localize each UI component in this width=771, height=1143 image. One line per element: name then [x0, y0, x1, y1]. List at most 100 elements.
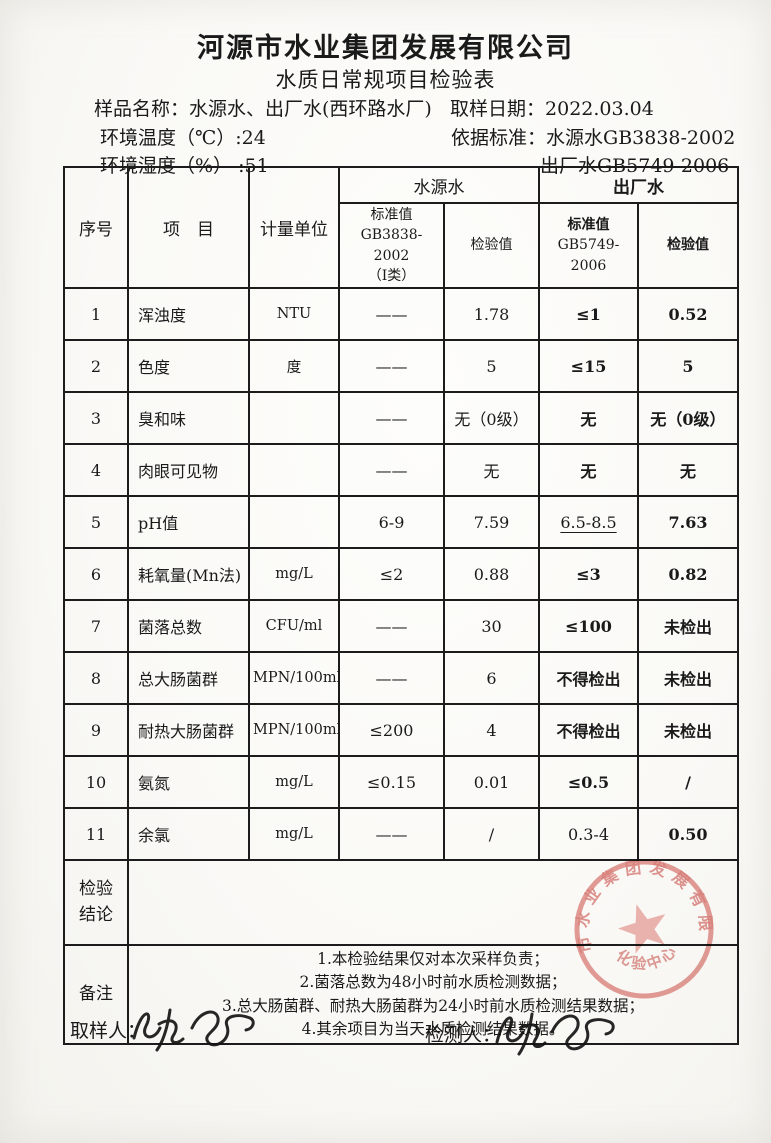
svg-text:化验中心: 化验中心: [611, 939, 683, 978]
unit: mg/L: [248, 547, 340, 602]
outlet-value: 无: [637, 443, 739, 498]
row-no: 8: [63, 651, 129, 706]
header-outlet-value: 检验值: [637, 201, 739, 290]
inspection-table: 序号 项 目 计量单位 水源水 出厂水 标准值 GB3838-2002 （Ⅰ类） 检…: [63, 165, 739, 1046]
source-standard: ≤2: [338, 547, 445, 602]
item-name: 耐热大肠菌群: [127, 703, 250, 758]
standard-source-water: 依据标准：水源水GB3838-2002: [451, 127, 736, 149]
source-value: 7.59: [443, 495, 540, 550]
env-temperature: 环境温度（℃）:24: [100, 127, 266, 149]
table-row: 8 总大肠菌群 MPN/100ml —— 6 不得检出 未检出: [63, 651, 739, 706]
source-standard: ≤0.15: [338, 755, 445, 810]
tester-signature: [495, 1012, 615, 1056]
row-no: 10: [63, 755, 129, 810]
table-row: 3 臭和味 —— 无（0级）无无（0级）: [63, 391, 739, 446]
row-no: 1: [63, 287, 129, 342]
source-value: 5: [443, 339, 540, 394]
table-row: 6 耗氧量(Mn法) mg/L ≤2 0.88 ≤3 0.82: [63, 547, 739, 602]
item-name: pH值: [127, 495, 250, 550]
outlet-value: 0.52: [637, 287, 739, 342]
row-no: 4: [63, 443, 129, 498]
source-standard: ——: [338, 807, 445, 862]
outlet-standard: 0.3-4: [538, 807, 639, 862]
source-value: 6: [443, 651, 540, 706]
unit: 度: [248, 339, 340, 394]
outlet-standard: ≤3: [538, 547, 639, 602]
source-value: 0.01: [443, 755, 540, 810]
header-source-group: 水源水: [338, 166, 540, 204]
company-seal: 河源市水业集团发展有限公司 化验中心: [564, 850, 717, 999]
header-group-row: 序号 项 目 计量单位 水源水 出厂水: [63, 165, 739, 290]
source-standard: ——: [338, 287, 445, 342]
header-unit: 计量单位: [248, 165, 340, 290]
row-no: 3: [63, 391, 129, 446]
item-name: 臭和味: [127, 391, 250, 446]
item-name: 肉眼可见物: [127, 443, 250, 498]
sampler-label: 取样人：: [70, 1020, 147, 1042]
outlet-value: /: [637, 755, 739, 810]
header-sub-row: 标准值 GB3838-2002 （Ⅰ类） 检验值 标准值 GB5749-2006 检验…: [64, 201, 739, 290]
header-outlet-standard: 标准值 GB5749-2006: [538, 201, 639, 290]
outlet-standard: 6.5-8.5: [538, 495, 639, 550]
table-row: 4 肉眼可见物 —— 无无无: [63, 443, 739, 498]
item-name: 总大肠菌群: [127, 651, 250, 706]
outlet-value: 未检出: [637, 651, 739, 706]
sampling-date: 取样日期：2022.03.04: [450, 98, 654, 120]
seal-center-text: 化验中心: [611, 939, 683, 978]
remark-line: 2.菌落总数为48小时前水质检测数据；: [299, 973, 567, 992]
header-source-value: 检验值: [443, 201, 540, 290]
table-row: 2 色度度 —— 5 ≤15 5: [63, 339, 739, 394]
outlet-value: 未检出: [637, 599, 739, 654]
unit: MPN/100ml: [248, 703, 340, 758]
outlet-value: 无（0级）: [637, 391, 739, 446]
conclusion-label: 检验 结论: [63, 859, 129, 947]
source-standard: ——: [338, 391, 445, 446]
unit: [248, 391, 340, 446]
outlet-standard: ≤1: [538, 287, 639, 342]
unit: MPN/100ml: [248, 651, 340, 706]
item-name: 耗氧量(Mn法): [127, 547, 250, 602]
remark-line: 3.总大肠菌群、耐热大肠菌群为24小时前水质检测结果数据；: [221, 996, 644, 1015]
outlet-standard: 不得检出: [538, 651, 639, 706]
outlet-standard: 不得检出: [538, 703, 639, 758]
item-name: 余氯: [127, 807, 250, 862]
source-standard: ——: [338, 651, 445, 706]
header-item: 项 目: [127, 165, 250, 290]
outlet-standard: 无: [538, 391, 639, 446]
remark-label: 备注: [63, 944, 129, 1046]
source-standard: ——: [338, 599, 445, 654]
outlet-standard: ≤15: [538, 339, 639, 394]
source-standard: ——: [338, 443, 445, 498]
meta-line-1: 样品名称：水源水、出厂水(西环路水厂) 取样日期：2022.03.04: [0, 94, 771, 120]
unit: mg/L: [248, 807, 340, 862]
source-standard: ——: [338, 339, 445, 394]
meta-line-2: 环境温度（℃）:24 依据标准：水源水GB3838-2002: [0, 123, 771, 149]
table-row: 7 菌落总数 CFU/ml —— 30 ≤100 未检出: [63, 599, 739, 654]
source-standard: ≤200: [338, 703, 445, 758]
tester-label: 检测人：: [425, 1024, 502, 1046]
sampler-signature: [132, 1008, 255, 1052]
source-value: 30: [443, 599, 540, 654]
remark-line: 1.本检验结果仅对本次采样负责；: [317, 949, 549, 968]
row-no: 6: [63, 547, 129, 602]
outlet-value: 0.82: [637, 547, 739, 602]
source-standard: 6-9: [338, 495, 445, 550]
unit: NTU: [248, 287, 340, 342]
page-title: 水质日常规项目检验表: [275, 68, 496, 92]
row-no: 7: [63, 599, 129, 654]
item-name: 色度: [127, 339, 250, 394]
table-row: 10 氨氮 mg/L ≤0.15 0.01 ≤0.5/: [63, 755, 739, 810]
table-row: 9 耐热大肠菌群 MPN/100ml ≤200 4 不得检出 未检出: [63, 703, 739, 758]
unit: mg/L: [248, 755, 340, 810]
outlet-standard: 无: [538, 443, 639, 498]
outlet-value: 5: [637, 339, 739, 394]
star-icon: [617, 904, 666, 954]
row-no: 9: [63, 703, 129, 758]
source-value: /: [443, 807, 540, 862]
row-no: 11: [63, 807, 129, 862]
header-source-standard: 标准值 GB3838-2002 （Ⅰ类）: [338, 201, 445, 290]
source-value: 1.78: [443, 287, 540, 342]
outlet-standard: ≤100: [538, 599, 639, 654]
table-row: 5 pH值 6-9 7.59 6.5-8.5 7.63: [63, 495, 739, 550]
